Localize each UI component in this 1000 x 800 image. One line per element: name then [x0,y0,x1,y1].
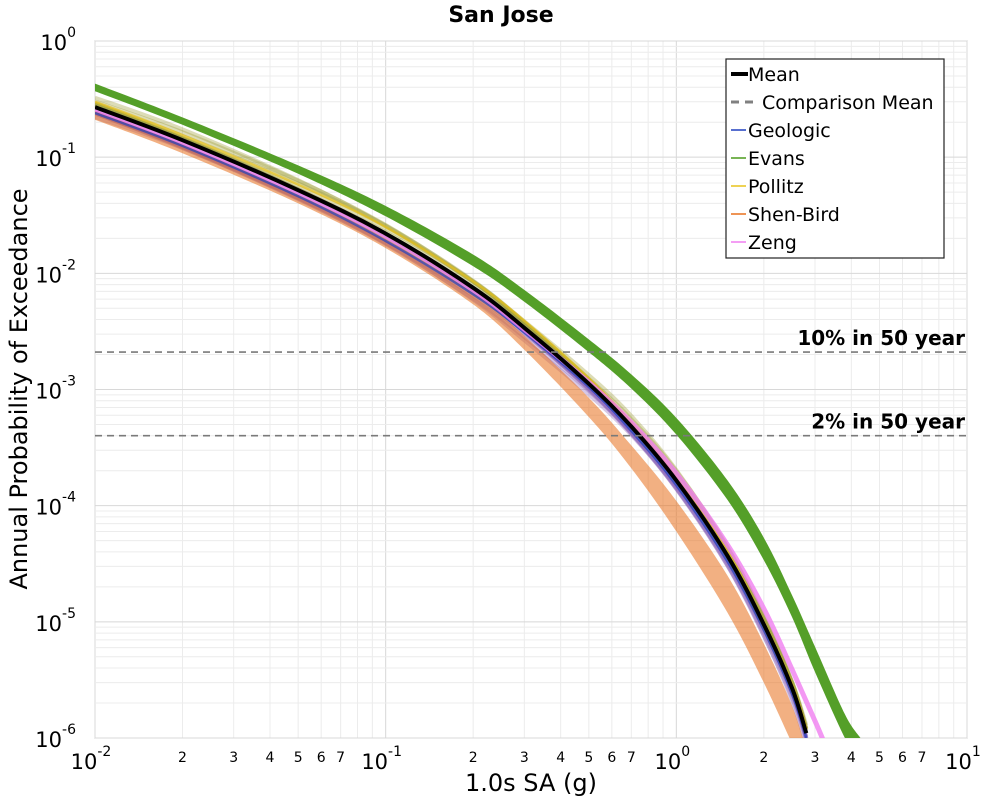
x-minor-tick-label: 2 [759,750,768,766]
legend-label: Pollitz [748,176,804,198]
x-minor-tick-label: 5 [875,750,884,766]
y-tick-label: 10-3 [35,374,76,404]
x-minor-tick-label: 6 [898,750,907,766]
x-tick-label: 10-1 [361,744,402,774]
legend-label: Mean [748,64,800,86]
x-minor-tick-label: 5 [584,750,593,766]
x-minor-tick-label: 7 [627,750,636,766]
x-tick-label: 10-2 [71,744,112,774]
y-tick-label: 10-6 [35,722,76,752]
x-axis-label: 1.0s SA (g) [465,769,597,797]
y-tick-label: 10-5 [35,606,76,636]
x-minor-tick-label: 2 [178,750,187,766]
reference-line-label: 10% in 50 year [797,326,965,350]
y-tick-label: 10-4 [35,490,76,520]
x-minor-tick-label: 4 [266,750,275,766]
reference-lines: 10% in 50 year 2% in 50 year [95,326,967,437]
y-axis-label: Annual Probability of Exceedance [5,188,33,589]
reference-line-label: 2% in 50 year [811,410,965,434]
x-minor-tick-label: 6 [607,750,616,766]
x-minor-tick-label: 4 [847,750,856,766]
legend-label: Shen-Bird [748,204,840,226]
y-axis-ticks: 100 10-1 10-2 10-3 10-4 10-5 10-6 [35,25,76,752]
x-minor-tick-label: 6 [317,750,326,766]
x-minor-tick-label: 3 [811,750,820,766]
x-minor-tick-label: 2 [469,750,478,766]
y-tick-label: 10-1 [35,141,76,171]
legend: Mean Comparison Mean Geologic Evans Pollitz S… [725,58,945,259]
branch-curve [95,102,809,730]
legend-label: Zeng [748,232,797,254]
x-minor-tick-label: 3 [229,750,238,766]
chart-title: San Jose [448,3,553,28]
geologic-curve [95,111,808,738]
x-tick-label: 101 [945,744,981,774]
x-minor-tick-label: 3 [520,750,529,766]
legend-label: Geologic [748,120,831,142]
x-minor-tick-label: 5 [294,750,303,766]
x-minor-tick-label: 4 [556,750,565,766]
legend-label: Evans [748,148,805,170]
y-tick-label: 100 [40,25,76,55]
x-minor-tick-label: 7 [336,750,345,766]
legend-label: Comparison Mean [762,92,934,114]
y-tick-label: 10-2 [35,257,76,287]
x-minor-tick-label: 7 [918,750,927,766]
mean-curve [95,105,809,734]
legend-box [725,58,945,259]
x-tick-label: 100 [655,744,691,774]
series-lines [95,100,826,738]
